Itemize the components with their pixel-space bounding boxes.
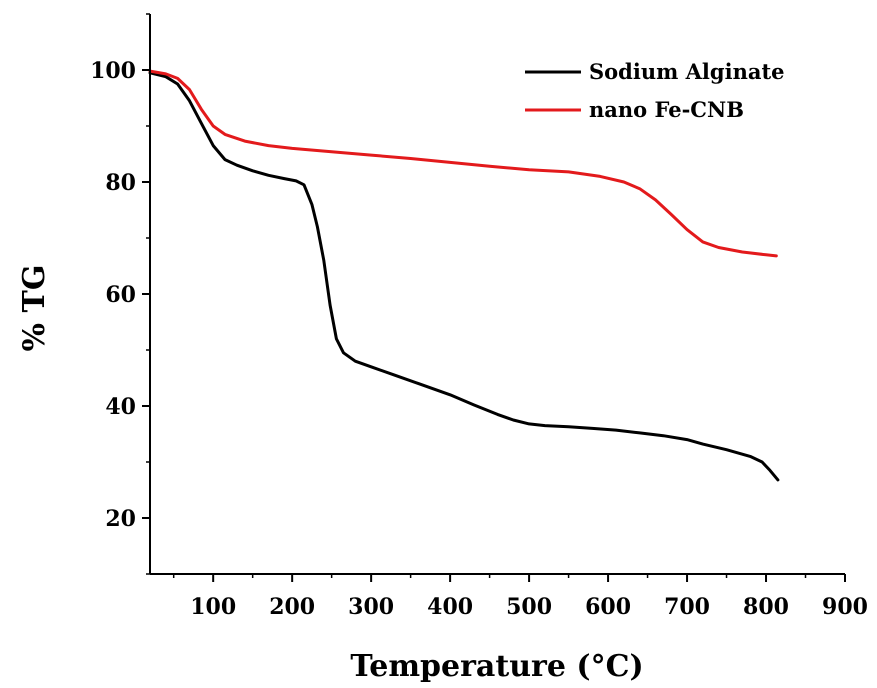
x-tick-label: 300: [348, 594, 394, 620]
x-tick-label: 200: [269, 594, 315, 620]
legend: Sodium Alginate nano Fe-CNB: [525, 59, 785, 122]
x-tick-label: 600: [585, 594, 631, 620]
y-axis-title: % TG: [17, 265, 52, 352]
tick-marks: [142, 13, 846, 582]
y-tick-label: 20: [105, 506, 136, 532]
y-tick-label: 80: [105, 170, 136, 196]
legend-label-2: nano Fe-CNB: [589, 97, 744, 122]
x-tick-label: 500: [506, 594, 552, 620]
y-tick-label: 40: [105, 394, 136, 420]
series-line-2: [148, 69, 778, 258]
x-tick-label: 100: [190, 594, 236, 620]
x-axis-title: Temperature (°C): [350, 649, 643, 684]
legend-label-1: Sodium Alginate: [589, 59, 785, 84]
x-tick-label: 700: [664, 594, 710, 620]
y-tick-label: 60: [105, 282, 136, 308]
series-line-1: [148, 71, 780, 482]
tick-labels: 100 200 300 400 500 600 700 800 900 20 40 60 80 100: [90, 58, 868, 620]
y-tick-label: 100: [90, 58, 136, 84]
x-tick-label: 900: [822, 594, 868, 620]
x-tick-label: 800: [743, 594, 789, 620]
series-lines: [148, 69, 780, 482]
x-tick-label: 400: [427, 594, 473, 620]
